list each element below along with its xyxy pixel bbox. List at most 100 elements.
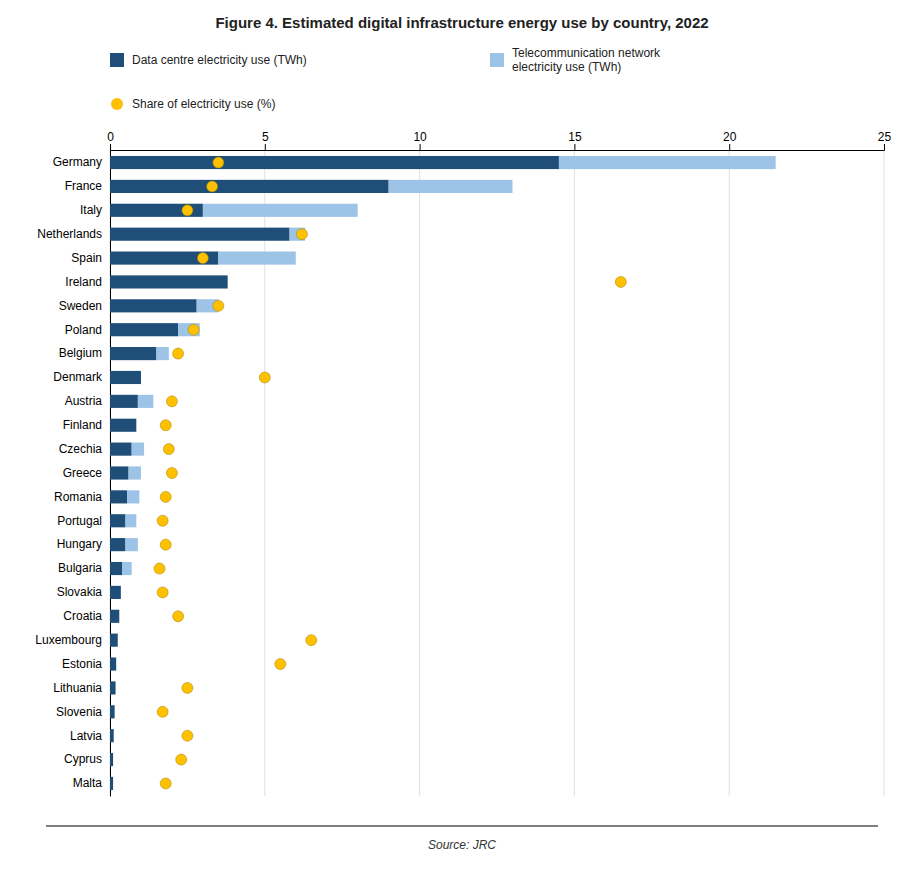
grid-line bbox=[884, 150, 885, 796]
point bbox=[213, 300, 224, 311]
y-tick-label: Ireland bbox=[65, 275, 102, 289]
bar bbox=[218, 251, 295, 264]
bar bbox=[110, 610, 119, 623]
plot: 0510152025GermanyFranceItalyNetherlandsS… bbox=[35, 130, 891, 797]
y-tick-label: Netherlands bbox=[37, 227, 102, 241]
y-tick-label: Malta bbox=[73, 776, 103, 790]
y-tick: Sweden bbox=[59, 299, 110, 313]
legend-swatch bbox=[111, 98, 123, 110]
point bbox=[157, 515, 168, 526]
y-tick: Austria bbox=[65, 394, 110, 408]
y-tick-label: Slovakia bbox=[57, 585, 103, 599]
page: {"chart_data": { "type": "bar", "orienta… bbox=[0, 0, 924, 871]
y-tick-label: Cyprus bbox=[64, 752, 102, 766]
bar bbox=[110, 180, 389, 193]
point bbox=[188, 324, 199, 335]
point bbox=[275, 659, 286, 670]
x-tick-label: 25 bbox=[878, 130, 892, 144]
point bbox=[160, 539, 171, 550]
grid-line bbox=[264, 150, 265, 796]
x-tick-mark bbox=[574, 144, 575, 150]
title: Figure 4. Estimated digital infrastructu… bbox=[215, 14, 708, 31]
x-tick: 15 bbox=[568, 130, 582, 150]
y-tick: France bbox=[65, 179, 110, 193]
point bbox=[615, 276, 626, 287]
bar bbox=[110, 777, 113, 790]
bar bbox=[110, 538, 125, 551]
bar bbox=[559, 156, 776, 169]
y-tick-label: Latvia bbox=[70, 729, 102, 743]
bar bbox=[227, 275, 228, 288]
bar-series bbox=[122, 156, 775, 575]
bar bbox=[113, 777, 114, 790]
bar bbox=[110, 562, 122, 575]
bar bbox=[110, 753, 113, 766]
bar bbox=[110, 514, 125, 527]
bar bbox=[156, 347, 168, 360]
y-tick-label: Slovenia bbox=[56, 705, 102, 719]
y-tick-label: Sweden bbox=[59, 299, 102, 313]
x-tick: 25 bbox=[878, 130, 892, 150]
y-tick: Czechia bbox=[59, 442, 110, 456]
point bbox=[173, 611, 184, 622]
point bbox=[182, 682, 193, 693]
x-tick-mark bbox=[420, 144, 421, 150]
x-tick-mark bbox=[110, 144, 111, 150]
y-tick: Bulgaria bbox=[58, 561, 110, 575]
bar bbox=[110, 156, 559, 169]
legend: Data centre electricity use (TWh) Telecom… bbox=[110, 46, 661, 111]
bar bbox=[114, 705, 115, 718]
legend-label-line: Telecommunication network bbox=[512, 46, 661, 60]
x-tick-mark bbox=[265, 144, 266, 150]
point bbox=[166, 468, 177, 479]
bar bbox=[110, 419, 136, 432]
bar bbox=[117, 634, 118, 647]
bar bbox=[110, 299, 197, 312]
bar bbox=[113, 753, 114, 766]
point bbox=[163, 444, 174, 455]
legend-label: Telecommunication networkelectricity use… bbox=[512, 46, 661, 74]
bar bbox=[110, 586, 121, 599]
grid-line bbox=[729, 150, 730, 796]
x-tick-label: 5 bbox=[262, 130, 269, 144]
bar bbox=[110, 204, 203, 217]
point bbox=[173, 348, 184, 359]
legend-label: Data centre electricity use (TWh) bbox=[132, 53, 307, 67]
bar bbox=[110, 681, 116, 694]
x-tick-mark bbox=[729, 144, 730, 150]
footer-rule bbox=[46, 826, 878, 827]
point bbox=[160, 491, 171, 502]
y-tick: Slovenia bbox=[56, 705, 110, 719]
y-tick-label: Hungary bbox=[57, 537, 102, 551]
y-tick-label: Croatia bbox=[63, 609, 102, 623]
y-tick: Italy bbox=[80, 203, 110, 217]
y-tick: Latvia bbox=[70, 729, 110, 743]
y-tick-label: Belgium bbox=[59, 346, 102, 360]
x-tick: 0 bbox=[107, 130, 114, 150]
y-tick: Portugal bbox=[57, 514, 110, 528]
y-tick-label: Luxembourg bbox=[35, 633, 102, 647]
y-tick-label: Romania bbox=[54, 490, 102, 504]
bar bbox=[110, 347, 156, 360]
y-tick: Netherlands bbox=[37, 227, 110, 241]
y-tick: Romania bbox=[54, 490, 110, 504]
legend-item: Data centre electricity use (TWh) bbox=[110, 53, 307, 67]
y-tick-label: Portugal bbox=[57, 514, 102, 528]
y-tick-label: Finland bbox=[63, 418, 102, 432]
bar bbox=[110, 657, 116, 670]
x-tick: 5 bbox=[262, 130, 269, 150]
x-axis: 0510152025 bbox=[107, 130, 891, 151]
y-tick: Cyprus bbox=[64, 752, 110, 766]
bar bbox=[119, 610, 120, 623]
y-axis: GermanyFranceItalyNetherlandsSpainIrelan… bbox=[35, 151, 110, 797]
x-tick-label: 10 bbox=[413, 130, 427, 144]
point bbox=[166, 396, 177, 407]
y-tick: Poland bbox=[65, 323, 110, 337]
bar bbox=[389, 180, 513, 193]
point bbox=[213, 157, 224, 168]
y-tick-label: Germany bbox=[53, 155, 102, 169]
bar bbox=[115, 681, 116, 694]
x-tick-mark bbox=[884, 144, 885, 150]
bar bbox=[138, 395, 153, 408]
y-tick-label: Czechia bbox=[59, 442, 103, 456]
